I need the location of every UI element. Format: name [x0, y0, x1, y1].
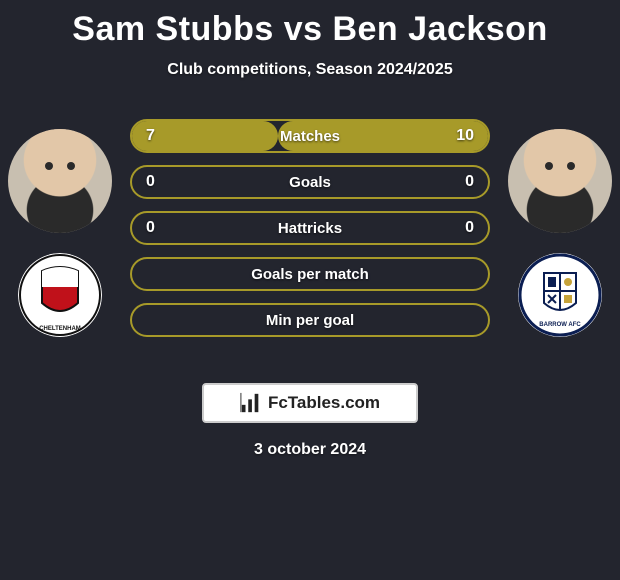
stat-value-right: 0: [465, 173, 474, 191]
stat-value-right: 10: [456, 127, 474, 145]
stat-value-left: 0: [146, 173, 155, 191]
stat-label: Hattricks: [278, 220, 342, 237]
stat-label: Min per goal: [266, 312, 354, 329]
face-icon: [8, 129, 112, 233]
stat-bar-matches: 7 10 Matches: [130, 119, 490, 153]
cheltenham-badge-icon: CHELTENHAM: [18, 253, 102, 337]
club-left-badge: CHELTENHAM: [18, 253, 102, 337]
stat-value-left: 7: [146, 127, 155, 145]
stat-bar-min-per-goal: Min per goal: [130, 303, 490, 337]
stat-bar-goals-per-match: Goals per match: [130, 257, 490, 291]
stat-bars: 7 10 Matches 0 0 Goals 0 0 Hattricks Goals per ma…: [130, 119, 490, 337]
barrow-badge-icon: BARROW AFC: [518, 253, 602, 337]
svg-text:BARROW AFC: BARROW AFC: [539, 322, 581, 328]
player-left-photo: [8, 129, 112, 233]
club-right-badge: BARROW AFC: [518, 253, 602, 337]
date-text: 3 october 2024: [0, 441, 620, 459]
stat-label: Matches: [280, 128, 340, 145]
stat-bar-goals: 0 0 Goals: [130, 165, 490, 199]
page-title: Sam Stubbs vs Ben Jackson: [0, 0, 620, 49]
stat-bar-hattricks: 0 0 Hattricks: [130, 211, 490, 245]
bar-chart-icon: [240, 392, 262, 414]
fctables-logo: FcTables.com: [202, 383, 418, 423]
player-right-photo: [508, 129, 612, 233]
fctables-text: FcTables.com: [268, 393, 380, 413]
stat-value-right: 0: [465, 219, 474, 237]
stat-label: Goals per match: [251, 266, 369, 283]
stat-label: Goals: [289, 174, 331, 191]
comparison-panel: CHELTENHAM BARROW AFC 710Matches00Goals0…: [0, 119, 620, 359]
svg-text:CHELTENHAM: CHELTENHAM: [39, 326, 81, 332]
stat-value-left: 0: [146, 219, 155, 237]
subtitle: Club competitions, Season 2024/2025: [0, 61, 620, 79]
face-icon: [508, 129, 612, 233]
